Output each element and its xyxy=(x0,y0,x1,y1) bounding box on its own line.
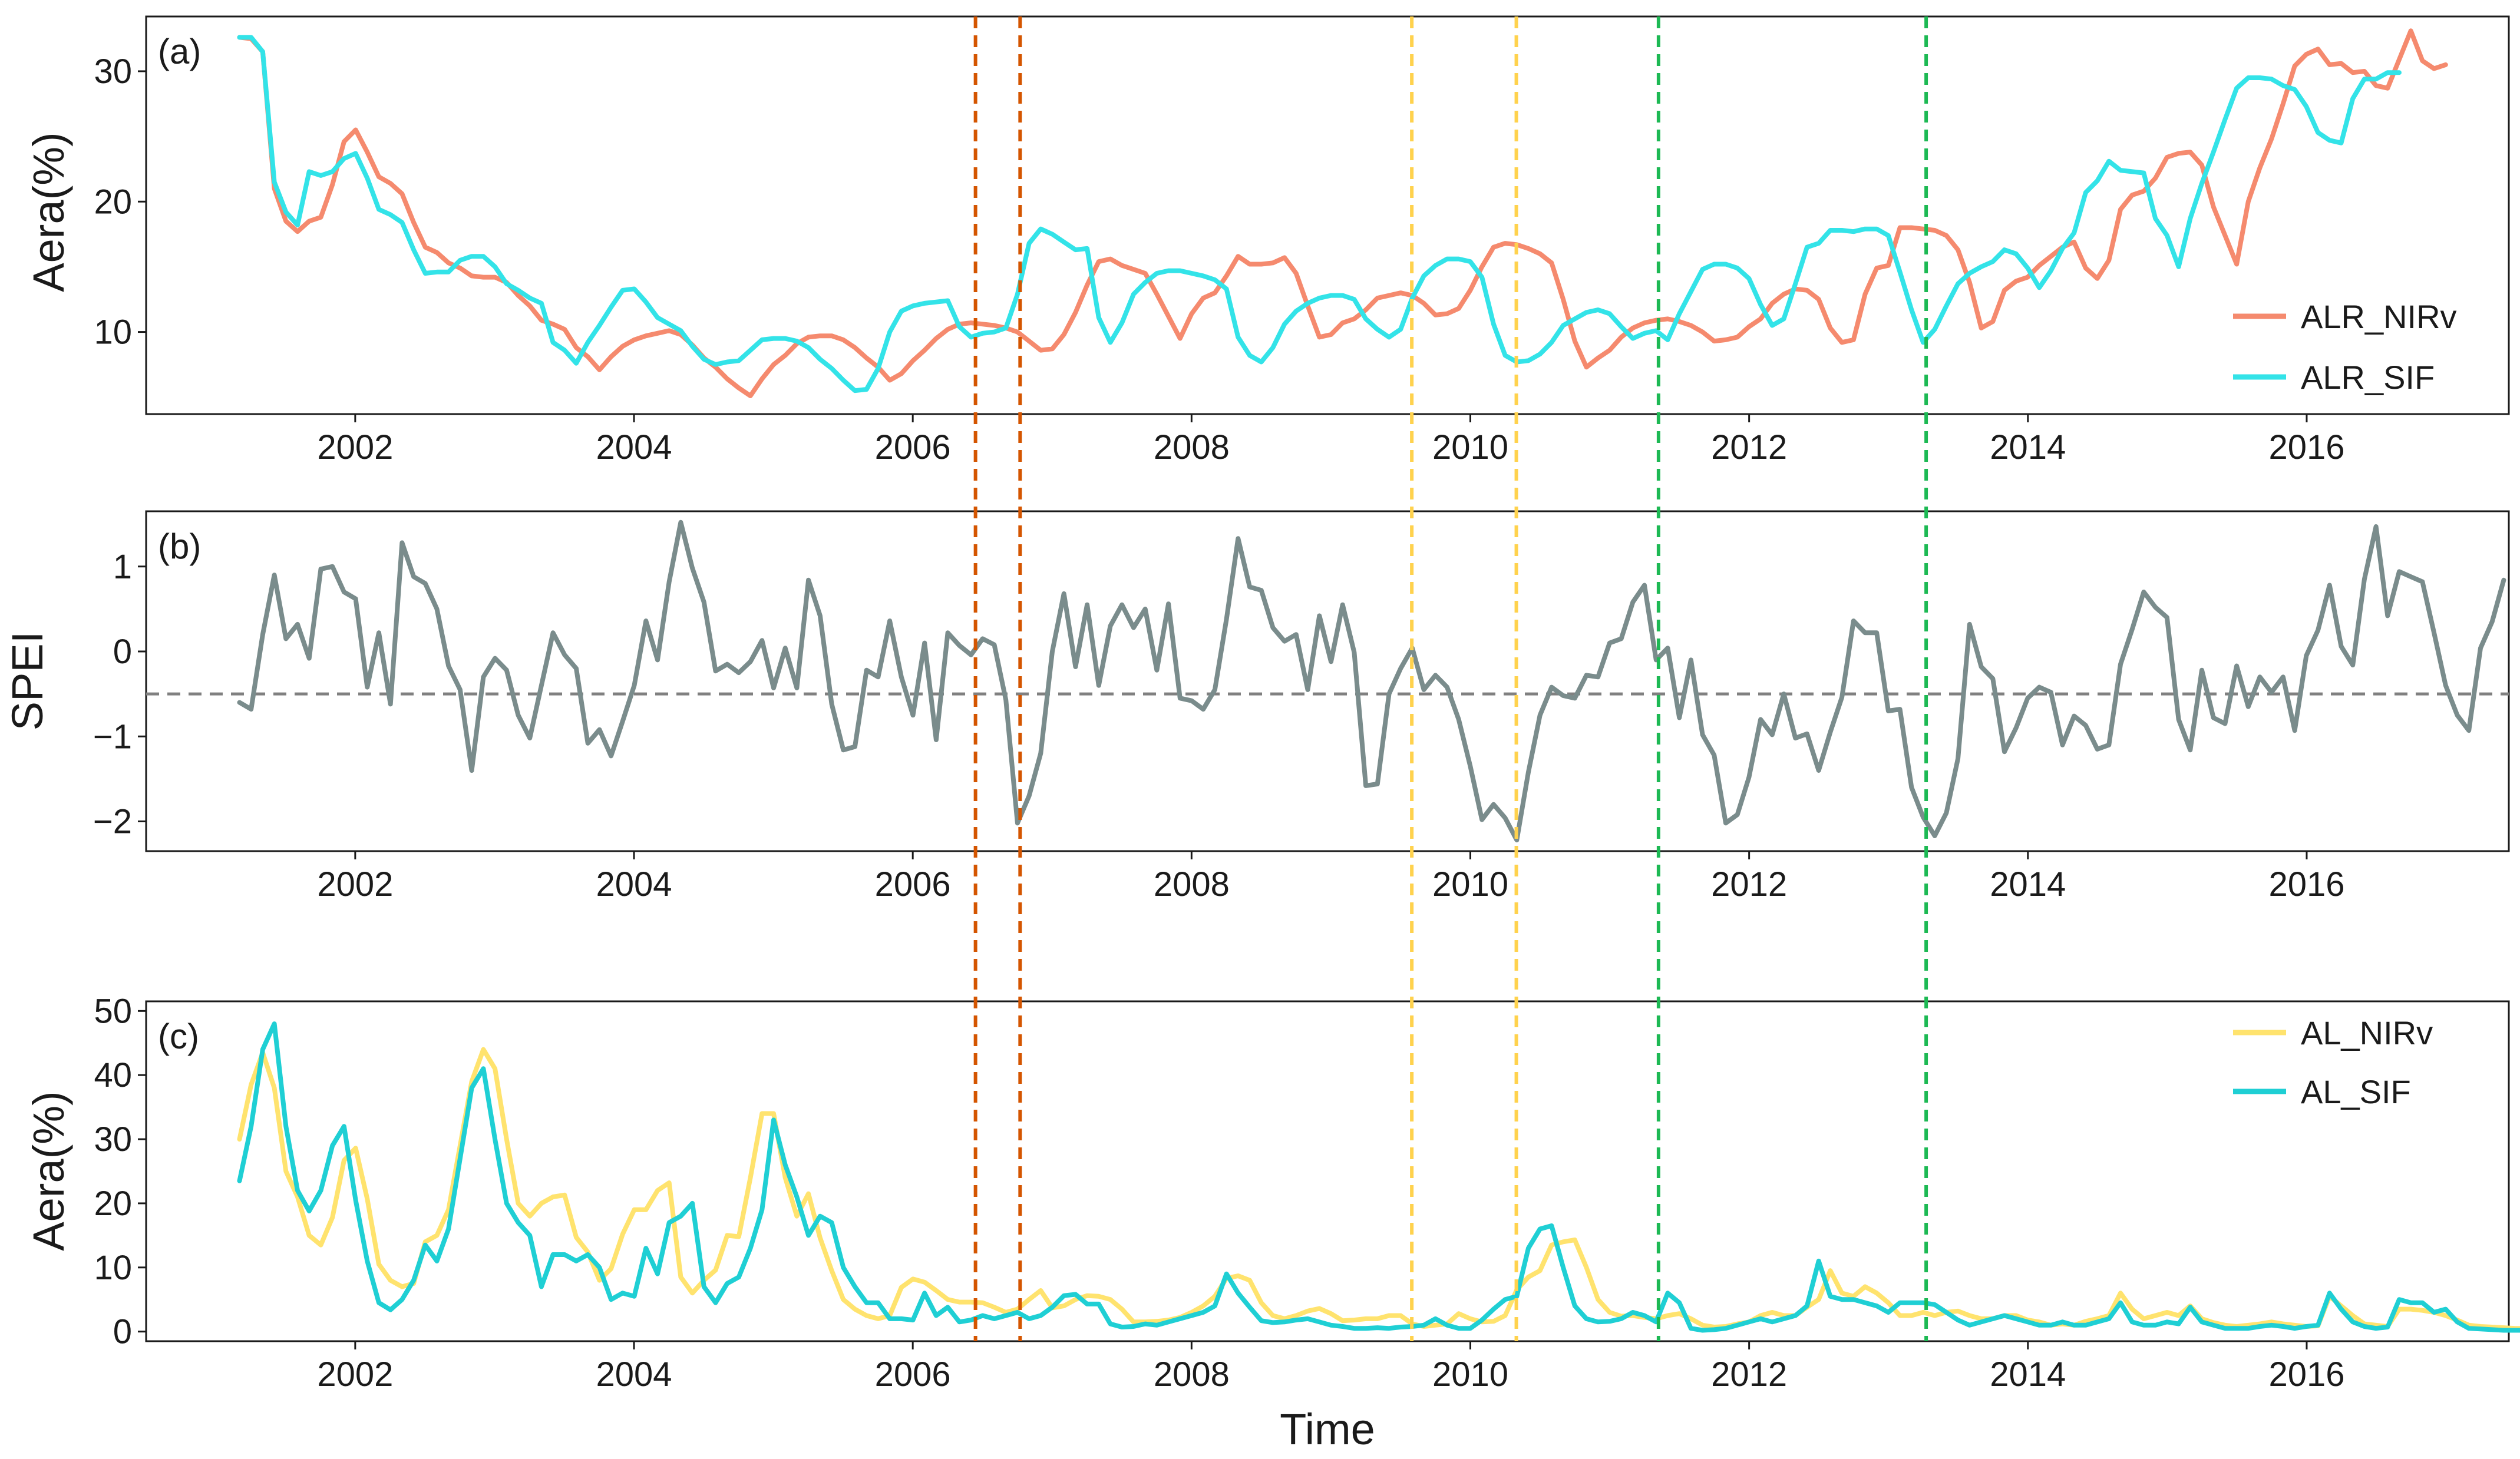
panel-a-frame xyxy=(145,15,2510,415)
x-tick-label: 2006 xyxy=(875,428,951,467)
panel-a-x-ticks: 2002 2004 2006 2008 2010 2012 2014 2016 xyxy=(317,414,2344,467)
x-tick-label: 2012 xyxy=(1711,865,1787,904)
panel-b-series xyxy=(237,520,2506,843)
x-tick-label: 2004 xyxy=(596,865,672,904)
panel-a-ylabel: Aera(%) xyxy=(24,132,73,292)
x-tick-label: 2006 xyxy=(875,1355,951,1394)
panel-b-label: (b) xyxy=(158,527,201,566)
legend-label-alr-sif: ALR_SIF xyxy=(2301,359,2435,396)
series-line-al-nirv xyxy=(237,1047,2520,1331)
panel-c-y-ticks: 0 10 20 30 40 50 xyxy=(94,992,146,1351)
x-tick-label: 2008 xyxy=(1154,1355,1230,1394)
series-line-alr-sif xyxy=(237,35,2402,393)
y-tick-label: 0 xyxy=(113,1313,132,1351)
event-lines xyxy=(973,16,1928,1341)
x-tick-label: 2016 xyxy=(2268,428,2344,467)
series-line-alr-nirv xyxy=(237,28,2448,398)
legend-label-alr-nirv: ALR_NIRv xyxy=(2301,298,2457,335)
y-tick-label: 40 xyxy=(94,1056,132,1094)
panel-a-legend: ALR_NIRv ALR_SIF xyxy=(2233,298,2457,396)
panel-c-x-ticks: 2002 2004 2006 2008 2010 2012 2014 2016 xyxy=(317,1341,2344,1394)
x-tick-label: 2014 xyxy=(1990,428,2066,467)
y-tick-label: 20 xyxy=(94,1185,132,1223)
panel-c-ylabel: Aera(%) xyxy=(24,1091,73,1250)
legend-label-al-sif: AL_SIF xyxy=(2301,1073,2411,1110)
panel-b-x-ticks: 2002 2004 2006 2008 2010 2012 2014 2016 xyxy=(317,851,2344,904)
x-tick-label: 2006 xyxy=(875,865,951,904)
series-line-spei xyxy=(237,520,2506,843)
x-tick-label: 2008 xyxy=(1154,865,1230,904)
y-tick-label: 10 xyxy=(94,313,132,352)
y-tick-label: 20 xyxy=(94,183,132,221)
x-tick-label: 2010 xyxy=(1432,1355,1508,1394)
y-tick-label: −1 xyxy=(93,717,132,756)
x-axis-title: Time xyxy=(1280,1405,1375,1454)
panel-a-series xyxy=(237,28,2448,398)
panel-b-y-ticks: 1 0 −1 −2 xyxy=(93,548,146,841)
x-tick-label: 2012 xyxy=(1711,1355,1787,1394)
x-tick-label: 2016 xyxy=(2268,865,2344,904)
panel-a-y-ticks: 10 20 30 xyxy=(94,52,146,352)
x-tick-label: 2014 xyxy=(1990,865,2066,904)
series-line-al-sif xyxy=(237,1021,2520,1333)
panel-b-ylabel: SPEI xyxy=(3,631,52,731)
panel-c-label: (c) xyxy=(158,1017,199,1056)
y-tick-label: 10 xyxy=(94,1249,132,1287)
y-tick-label: 50 xyxy=(94,992,132,1030)
panel-c-series xyxy=(237,1021,2520,1333)
panel-c: 0 10 20 30 40 50 2002 2004 2006 2008 2010 2012 2014… xyxy=(24,992,2520,1394)
x-tick-label: 2016 xyxy=(2268,1355,2344,1394)
panel-c-frame xyxy=(145,1000,2510,1342)
legend-label-al-nirv: AL_NIRv xyxy=(2301,1014,2433,1051)
y-tick-label: 0 xyxy=(113,633,132,671)
panel-c-legend: AL_NIRv AL_SIF xyxy=(2233,1014,2433,1110)
y-tick-label: 30 xyxy=(94,52,132,91)
panel-a-label: (a) xyxy=(158,32,201,71)
x-tick-label: 2004 xyxy=(596,428,672,467)
y-tick-label: −2 xyxy=(93,803,132,841)
x-tick-label: 2004 xyxy=(596,1355,672,1394)
y-tick-label: 1 xyxy=(113,548,132,586)
x-tick-label: 2010 xyxy=(1432,865,1508,904)
panel-b-frame xyxy=(145,510,2510,852)
x-tick-label: 2010 xyxy=(1432,428,1508,467)
x-tick-label: 2012 xyxy=(1711,428,1787,467)
x-tick-label: 2008 xyxy=(1154,428,1230,467)
y-tick-label: 30 xyxy=(94,1120,132,1159)
x-tick-label: 2002 xyxy=(317,865,393,904)
x-tick-label: 2014 xyxy=(1990,1355,2066,1394)
x-tick-label: 2002 xyxy=(317,428,393,467)
x-tick-label: 2002 xyxy=(317,1355,393,1394)
panel-b: 10−1−2 2002 2004 2006 2008 2010 2012 2014 2016 … xyxy=(3,510,2510,904)
